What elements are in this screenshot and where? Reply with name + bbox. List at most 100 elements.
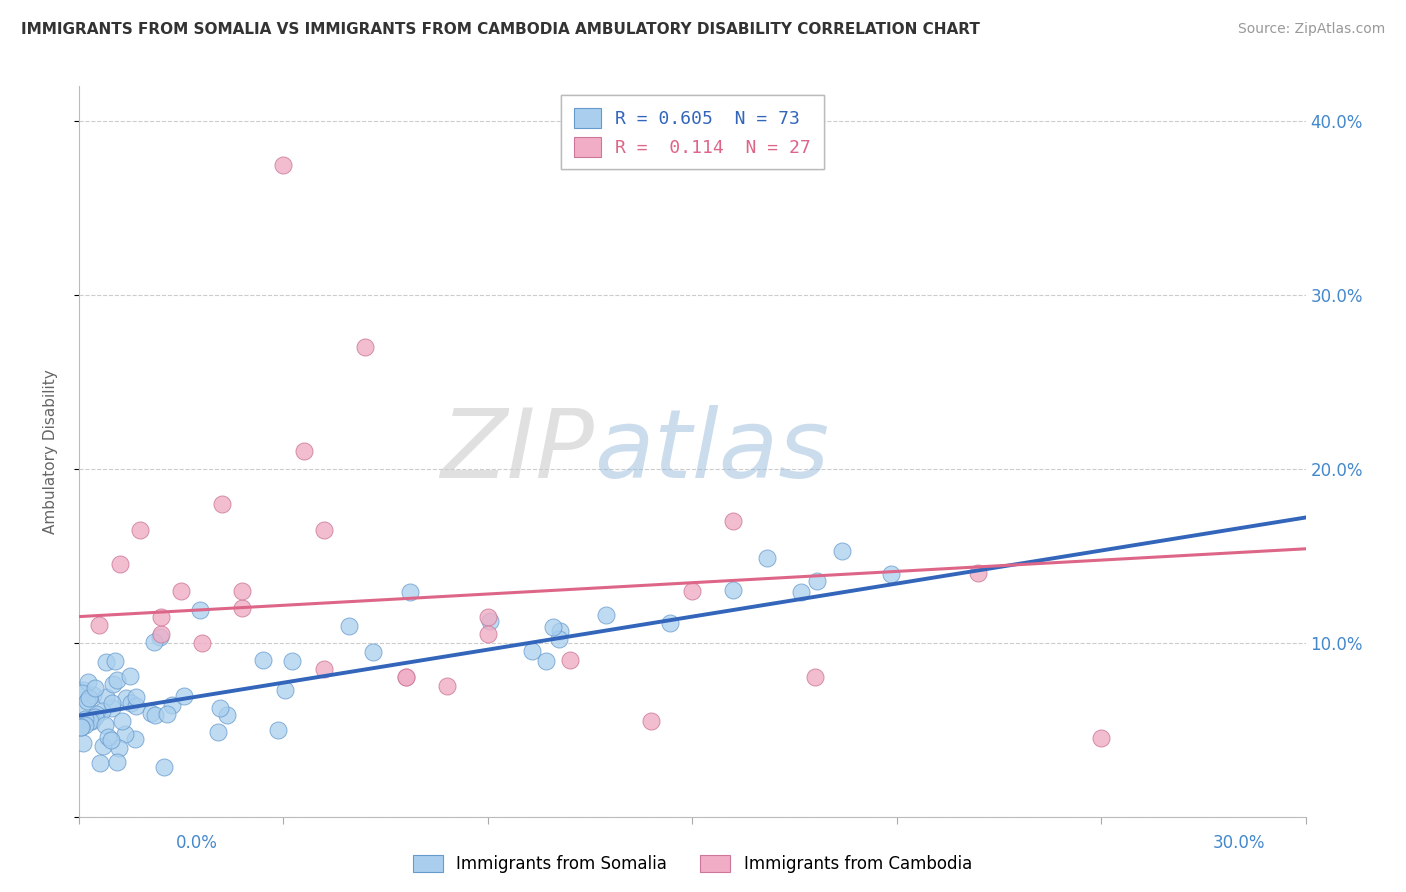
Point bbox=[104, 654, 127, 668]
Point bbox=[94, 655, 117, 669]
Point bbox=[97, 730, 120, 744]
Point bbox=[129, 523, 152, 537]
Point bbox=[101, 697, 124, 711]
Point bbox=[108, 741, 131, 756]
Text: IMMIGRANTS FROM SOMALIA VS IMMIGRANTS FROM CAMBODIA AMBULATORY DISABILITY CORREL: IMMIGRANTS FROM SOMALIA VS IMMIGRANTS FR… bbox=[21, 22, 980, 37]
Text: ZIP: ZIP bbox=[440, 405, 595, 498]
Point bbox=[477, 609, 499, 624]
Text: Source: ZipAtlas.com: Source: ZipAtlas.com bbox=[1237, 22, 1385, 37]
Point bbox=[547, 632, 569, 647]
Point bbox=[314, 662, 336, 676]
Point bbox=[188, 602, 211, 616]
Point bbox=[72, 699, 94, 714]
Point bbox=[84, 710, 107, 724]
Point bbox=[640, 714, 662, 728]
Point bbox=[124, 732, 146, 747]
Point bbox=[266, 723, 288, 737]
Point bbox=[354, 340, 377, 354]
Point bbox=[149, 609, 172, 624]
Point bbox=[149, 627, 172, 641]
Point bbox=[111, 714, 134, 728]
Point bbox=[1090, 731, 1112, 746]
Point bbox=[89, 618, 111, 632]
Y-axis label: Ambulatory Disability: Ambulatory Disability bbox=[44, 369, 58, 533]
Point bbox=[120, 696, 142, 710]
Point bbox=[789, 585, 811, 599]
Point bbox=[125, 698, 148, 713]
Point bbox=[880, 567, 903, 582]
Point bbox=[118, 669, 141, 683]
Point bbox=[72, 682, 94, 697]
Point bbox=[231, 601, 253, 615]
Point bbox=[436, 679, 458, 693]
Point bbox=[755, 551, 778, 566]
Point bbox=[231, 583, 253, 598]
Point bbox=[101, 700, 124, 714]
Point bbox=[399, 584, 422, 599]
Point bbox=[314, 523, 336, 537]
Point bbox=[292, 444, 315, 458]
Point bbox=[148, 631, 170, 645]
Point bbox=[82, 714, 104, 728]
Point bbox=[723, 583, 745, 598]
Point bbox=[252, 653, 274, 667]
Point bbox=[173, 689, 195, 703]
Point bbox=[659, 615, 682, 630]
Point bbox=[541, 620, 564, 634]
Point bbox=[804, 670, 827, 684]
Point bbox=[273, 158, 295, 172]
Point bbox=[160, 698, 183, 712]
Point bbox=[108, 558, 131, 572]
Point bbox=[76, 675, 98, 690]
Point bbox=[100, 733, 122, 747]
Point bbox=[806, 574, 828, 589]
Point bbox=[477, 627, 499, 641]
Point bbox=[89, 756, 111, 770]
Point bbox=[215, 707, 238, 722]
Point bbox=[84, 681, 107, 696]
Point bbox=[90, 704, 112, 718]
Text: 30.0%: 30.0% bbox=[1213, 834, 1265, 852]
Point bbox=[190, 635, 212, 649]
Point bbox=[536, 654, 558, 668]
Point bbox=[94, 690, 117, 705]
Point bbox=[86, 707, 108, 722]
Point bbox=[79, 690, 101, 705]
Point bbox=[681, 583, 703, 598]
Point bbox=[152, 760, 174, 774]
Point bbox=[209, 701, 232, 715]
Point bbox=[395, 670, 418, 684]
Point bbox=[479, 614, 502, 628]
Point bbox=[105, 756, 128, 770]
Legend: R = 0.605  N = 73, R =  0.114  N = 27: R = 0.605 N = 73, R = 0.114 N = 27 bbox=[561, 95, 824, 169]
Text: 0.0%: 0.0% bbox=[176, 834, 218, 852]
Point bbox=[143, 707, 166, 722]
Point bbox=[114, 727, 136, 741]
Point bbox=[143, 634, 166, 648]
Point bbox=[73, 717, 96, 731]
Point bbox=[72, 736, 94, 750]
Point bbox=[76, 694, 98, 708]
Point bbox=[595, 608, 617, 623]
Point bbox=[155, 707, 177, 722]
Point bbox=[558, 653, 581, 667]
Point bbox=[831, 544, 853, 558]
Point bbox=[125, 690, 148, 704]
Point bbox=[82, 688, 104, 702]
Point bbox=[79, 714, 101, 729]
Point bbox=[361, 645, 384, 659]
Point bbox=[91, 739, 114, 753]
Point bbox=[105, 673, 128, 687]
Point bbox=[548, 624, 571, 638]
Point bbox=[967, 566, 990, 581]
Point bbox=[70, 721, 93, 735]
Point bbox=[103, 677, 125, 691]
Point bbox=[211, 497, 233, 511]
Point bbox=[70, 686, 93, 700]
Point bbox=[207, 725, 229, 739]
Point bbox=[281, 654, 304, 668]
Point bbox=[70, 720, 93, 734]
Point bbox=[139, 706, 162, 720]
Point bbox=[75, 712, 97, 726]
Point bbox=[520, 644, 543, 658]
